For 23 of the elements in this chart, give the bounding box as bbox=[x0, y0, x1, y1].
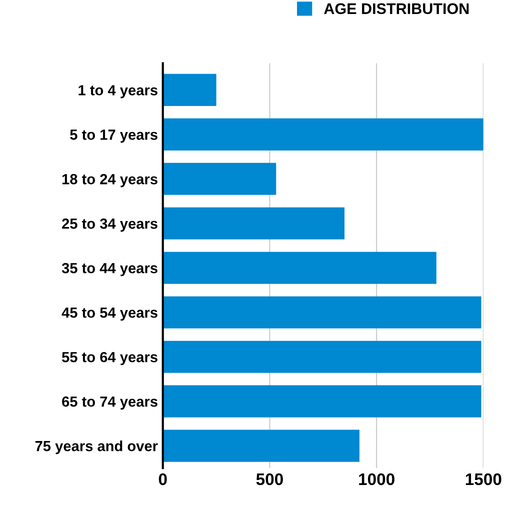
y-tick-label: 35 to 44 years bbox=[62, 262, 158, 276]
bar bbox=[162, 340, 482, 373]
y-tick-label: 5 to 17 years bbox=[70, 130, 158, 143]
x-tick-label: 500 bbox=[256, 473, 283, 486]
bar bbox=[162, 74, 216, 106]
bar bbox=[162, 296, 482, 328]
bar bbox=[162, 162, 276, 195]
bar bbox=[162, 118, 484, 150]
y-tick-label: 45 to 54 years bbox=[62, 308, 158, 321]
legend-label: AGE DISTRIBUTION bbox=[324, 3, 469, 14]
bar bbox=[162, 385, 482, 418]
y-tick-label: 1 to 4 years bbox=[78, 85, 158, 98]
x-tick-label: 1000 bbox=[359, 473, 394, 486]
x-tick-label: 0 bbox=[158, 473, 167, 486]
y-tick-label: 18 to 24 years bbox=[62, 174, 158, 188]
y-tick-label: 25 to 34 years bbox=[62, 218, 158, 232]
bar bbox=[162, 430, 360, 462]
y-tick-label: 75 years and over bbox=[35, 440, 158, 454]
y-tick-label: 55 to 64 years bbox=[62, 352, 158, 366]
y-tick-label: 65 to 74 years bbox=[62, 396, 158, 410]
bar bbox=[162, 207, 344, 240]
x-tick-label: 1500 bbox=[466, 473, 502, 486]
bar bbox=[162, 252, 436, 284]
